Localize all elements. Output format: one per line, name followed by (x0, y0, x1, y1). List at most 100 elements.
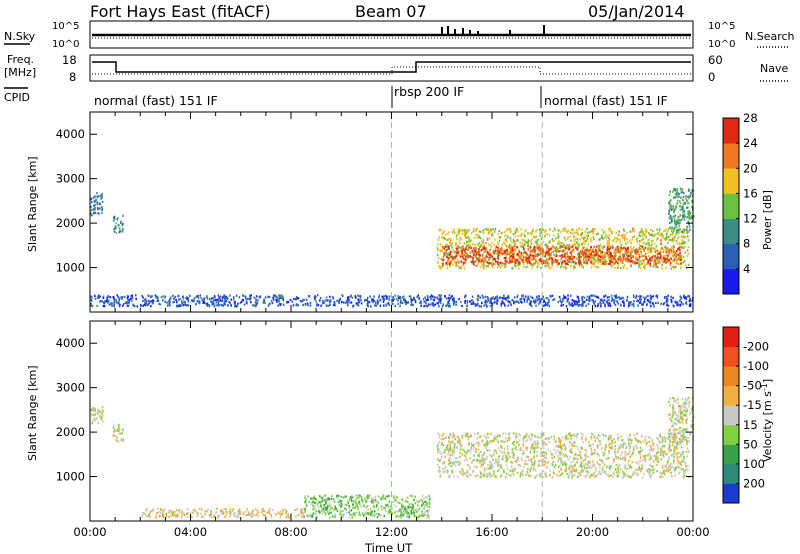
power-cell (195, 295, 198, 298)
velocity-cell (443, 462, 446, 465)
power-cell (673, 220, 676, 223)
power-cell (469, 255, 471, 258)
velocity-cell (519, 448, 521, 451)
power-cell (526, 260, 529, 263)
power-cell (527, 241, 529, 244)
power-cell (164, 296, 166, 299)
velocity-cell (93, 417, 96, 420)
power-cell (214, 298, 217, 301)
velocity-cell (545, 457, 548, 460)
power-cell (588, 252, 591, 255)
velocity-cell (666, 453, 668, 456)
velocity-cell (511, 470, 514, 473)
power-cell (487, 296, 489, 299)
power-cell (632, 303, 635, 306)
power-cell (549, 240, 551, 243)
velocity-cell (477, 441, 479, 444)
power-cell (632, 260, 634, 263)
velocity-cell (630, 453, 633, 456)
power-cell (486, 300, 488, 304)
velocity-cell (632, 472, 635, 475)
power-cell (517, 261, 520, 264)
velocity-cell (649, 471, 651, 474)
power-cell (217, 301, 220, 304)
power-cell (678, 242, 680, 245)
velocity-cell (570, 449, 573, 452)
power-cell (187, 298, 189, 301)
power-cell (677, 235, 680, 239)
velocity-cell (597, 473, 599, 476)
power-cell (278, 297, 281, 300)
power-cell (573, 239, 576, 243)
velocity-cell (663, 473, 666, 476)
velocity-cell (602, 461, 604, 464)
power-cell (398, 296, 400, 299)
velocity-cell (472, 443, 475, 447)
power-cell (537, 303, 540, 306)
power-cell (223, 301, 226, 304)
power-cell (426, 294, 429, 298)
power-cell (582, 304, 584, 308)
velocity-cell (551, 453, 554, 456)
power-cell (446, 238, 449, 241)
velocity-cell (580, 462, 583, 465)
velocity-cell (678, 461, 681, 464)
velocity-cell (498, 463, 500, 467)
power-cell (538, 298, 540, 301)
power-cell (634, 260, 636, 263)
velocity-cell (538, 474, 541, 477)
velocity-cell (582, 470, 584, 473)
power-cell (560, 301, 563, 304)
power-cell (457, 251, 459, 254)
velocity-cell (659, 432, 662, 435)
velocity-cell (617, 456, 619, 459)
velocity-cell (490, 463, 492, 466)
power-cell (651, 243, 653, 247)
power-cell (118, 297, 121, 300)
power-cell (667, 259, 670, 262)
power-cell (460, 260, 463, 263)
power-cell (459, 255, 462, 258)
power-cell (592, 235, 595, 238)
velocity-cell (605, 443, 607, 446)
power-cell (649, 245, 651, 248)
velocity-cell (449, 456, 451, 459)
power-cell (634, 257, 637, 260)
power-cell (684, 245, 686, 248)
power-cell (676, 222, 679, 225)
power-cell (514, 243, 516, 246)
power-cell (223, 302, 226, 305)
power-cell (615, 260, 617, 263)
power-cell (489, 230, 491, 233)
power-cell (562, 227, 565, 231)
velocity-cell (537, 436, 539, 439)
velocity-cell (449, 444, 452, 447)
velocity-cell (531, 461, 534, 464)
power-cell (684, 215, 686, 218)
power-cell (492, 296, 494, 299)
power-cell (213, 302, 215, 306)
power-cell (456, 238, 458, 241)
velocity-cell (533, 441, 535, 444)
velocity-cell (648, 458, 651, 461)
power-cell (183, 300, 185, 303)
power-cell (461, 304, 463, 308)
power-cell (514, 264, 516, 267)
velocity-cell (589, 476, 591, 479)
power-cell (449, 297, 451, 300)
power-cell (560, 257, 563, 260)
velocity-cell (550, 435, 553, 438)
velocity-cell (537, 464, 540, 467)
velocity-cell (636, 440, 639, 443)
velocity-cell (542, 432, 545, 435)
power-cell (688, 225, 691, 228)
power-cell (677, 237, 679, 240)
power-cell (282, 296, 284, 299)
power-cell (471, 299, 473, 302)
velocity-cell (608, 437, 611, 440)
velocity-cell (488, 442, 490, 445)
power-cell (511, 247, 514, 250)
power-cell (681, 246, 683, 249)
power-cell (498, 236, 500, 239)
power-cell (255, 295, 258, 298)
